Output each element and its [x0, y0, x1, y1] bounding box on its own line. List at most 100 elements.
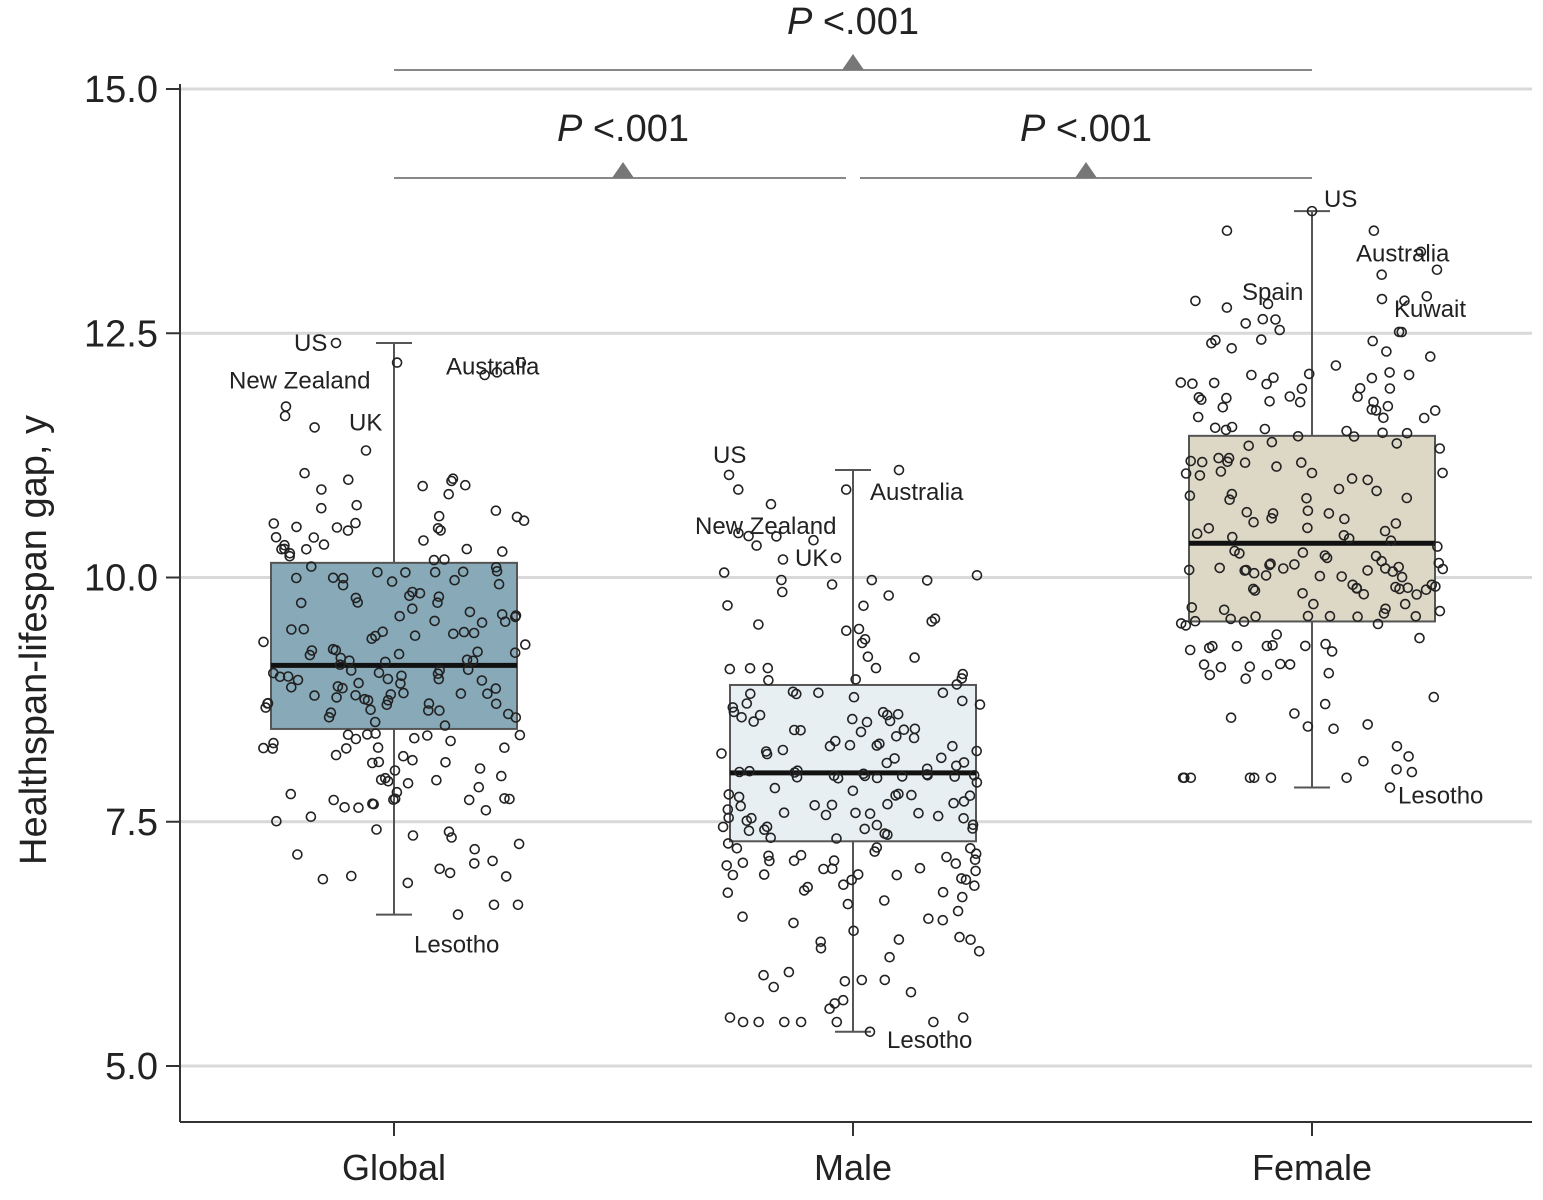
data-point [1192, 411, 1204, 423]
data-point [372, 566, 383, 578]
data-point [761, 821, 773, 833]
data-point [954, 931, 965, 943]
data-point [1362, 565, 1373, 576]
labeled-point [1384, 782, 1396, 793]
data-point [753, 619, 764, 630]
data-point [439, 554, 450, 565]
data-point [761, 748, 773, 760]
data-point [340, 743, 352, 754]
data-point [970, 848, 982, 860]
data-point [956, 891, 968, 903]
data-points [258, 225, 1449, 1028]
data-point [1391, 740, 1403, 752]
data-point [896, 771, 908, 782]
data-point [457, 566, 469, 578]
data-point [350, 517, 361, 529]
data-point [1220, 424, 1232, 436]
data-point [1271, 629, 1282, 640]
data-point [828, 770, 840, 782]
comparison-marker [612, 162, 634, 178]
data-point [795, 1016, 807, 1028]
data-point [1271, 461, 1282, 472]
data-point [1275, 658, 1286, 670]
data-point [921, 763, 933, 775]
data-point [342, 729, 354, 741]
data-point [922, 769, 933, 781]
data-point [1296, 383, 1308, 395]
data-point [352, 597, 364, 608]
data-point [1225, 613, 1236, 625]
data-point [874, 738, 885, 750]
data-point [519, 639, 531, 650]
data-point [1410, 610, 1422, 622]
data-point [325, 707, 337, 719]
data-point [1190, 295, 1201, 307]
data-point [504, 793, 515, 805]
data-point [861, 716, 873, 728]
data-point [433, 510, 445, 522]
data-point [463, 794, 475, 806]
data-point [1231, 640, 1243, 652]
data-point [881, 757, 893, 769]
data-point [881, 709, 893, 721]
axes: Global Male Female [179, 84, 1532, 1188]
data-point [455, 688, 467, 699]
data-point [898, 724, 910, 736]
data-point [937, 914, 949, 926]
data-point [467, 655, 479, 667]
data-point [858, 768, 869, 780]
data-point [282, 671, 294, 682]
data-point [1434, 605, 1446, 617]
data-point [1384, 383, 1396, 394]
data-point [778, 1016, 790, 1028]
data-point [444, 867, 456, 879]
data-point [1434, 443, 1446, 454]
data-point [826, 579, 838, 590]
data-point [737, 911, 748, 923]
data-point [758, 869, 770, 880]
data-point [1226, 488, 1238, 500]
data-point [476, 617, 488, 628]
data-point [809, 799, 821, 811]
data-point [1218, 604, 1230, 616]
data-point [737, 857, 749, 869]
data-point [429, 566, 441, 578]
labeled-point [1262, 298, 1274, 310]
data-point [414, 587, 426, 599]
data-point [1401, 427, 1413, 439]
data-point [446, 475, 457, 487]
data-point [366, 757, 378, 769]
data-point [1366, 372, 1378, 384]
data-point [956, 695, 968, 707]
data-point [871, 842, 883, 853]
data-point [965, 934, 976, 946]
data-point [891, 869, 903, 881]
data-point [461, 543, 473, 555]
data-point [468, 858, 480, 869]
data-point [335, 652, 347, 664]
data-point [443, 826, 455, 838]
data-point [952, 905, 964, 917]
data-point [1403, 751, 1414, 762]
data-point [882, 829, 893, 841]
data-point [514, 729, 526, 741]
data-point [1390, 581, 1401, 593]
data-point [831, 833, 842, 844]
data-point [337, 579, 349, 591]
labeled-point [1376, 293, 1388, 305]
data-point [921, 575, 933, 586]
data-point [370, 728, 381, 739]
data-point [1208, 377, 1220, 389]
comparison-marker [842, 54, 864, 70]
data-point [758, 969, 769, 981]
data-point [1209, 422, 1221, 434]
data-point [893, 934, 905, 945]
data-point [1323, 667, 1335, 679]
data-point [433, 673, 445, 685]
data-point [967, 819, 979, 831]
data-point [1249, 585, 1261, 596]
data-point [1411, 589, 1422, 600]
data-point [458, 626, 470, 638]
data-point [1267, 508, 1279, 519]
data-point [393, 648, 405, 660]
